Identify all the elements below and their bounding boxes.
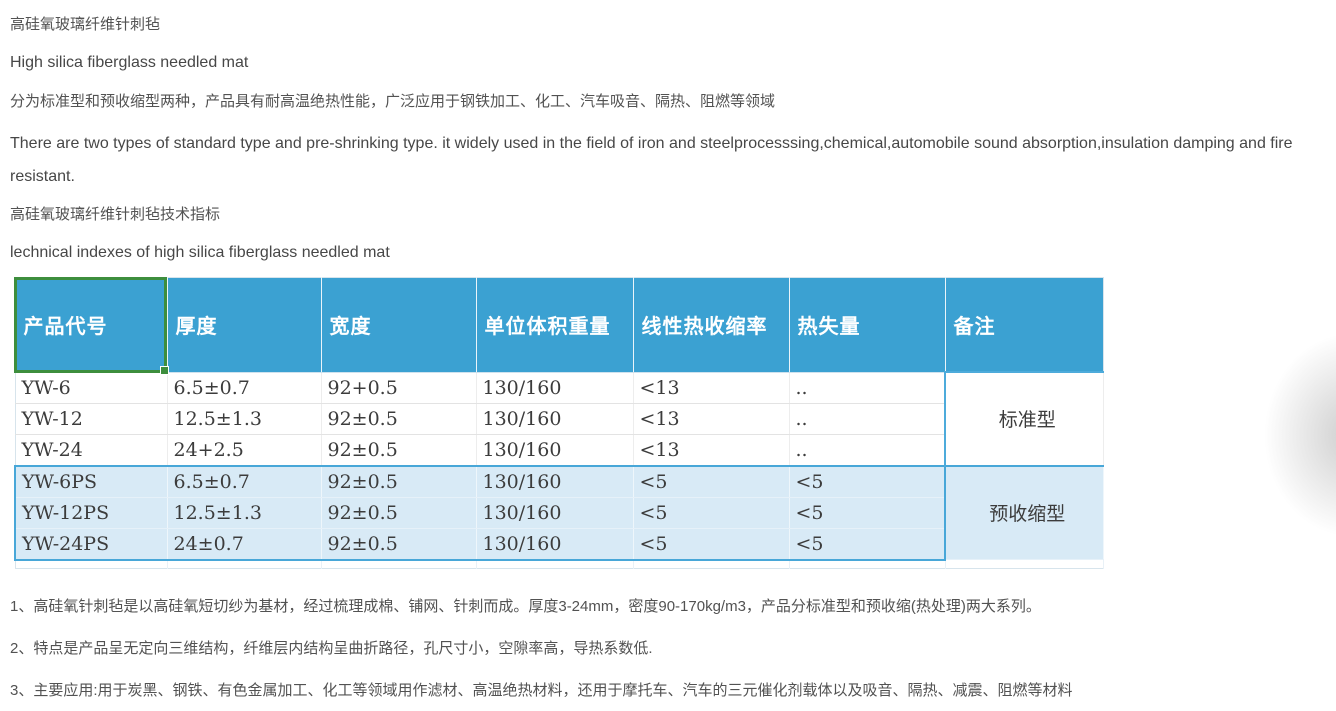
note-2: 2、特点是产品呈无定向三维结构，纤维层内结构呈曲折路径，孔尺寸小，空隙率高，导热… <box>10 639 653 657</box>
intro-en: There are two types of standard type and… <box>10 135 1293 185</box>
cell-unit-volume-weight[interactable]: 130/160 <box>476 403 634 435</box>
header-row: 产品代号 厚度 宽度 单位体积重量 线性热收缩率 热失量 备注 <box>15 277 1103 373</box>
cell-width[interactable]: 92±0.5 <box>321 464 477 498</box>
cell-width[interactable]: 92±0.5 <box>321 528 477 561</box>
product-title-zh: 高硅氧玻璃纤维针刺毡 <box>10 16 161 33</box>
cell-product-code[interactable]: YW-12PS <box>14 497 168 529</box>
cell-product-code[interactable]: YW-6PS <box>14 464 168 498</box>
cell-linear-shrinkage[interactable]: <13 <box>633 434 790 466</box>
cell-thickness[interactable]: 12.5±1.3 <box>167 403 322 435</box>
cell-unit-volume-weight[interactable]: 130/160 <box>476 434 634 466</box>
product-title-en: High silica fiberglass needled mat <box>10 54 249 71</box>
table-row: YW-12 12.5±1.3 92±0.5 130/160 <13 .. <box>15 403 1103 435</box>
cell-linear-shrinkage[interactable]: <13 <box>633 403 790 435</box>
cell-linear-shrinkage[interactable]: <5 <box>633 528 790 561</box>
cell-unit-volume-weight[interactable]: 130/160 <box>476 372 634 404</box>
cell-width[interactable]: 92±0.5 <box>321 434 477 466</box>
table-row: YW-24PS 24±0.7 92±0.5 130/160 <5 <5 <box>14 528 1103 561</box>
table-row: YW-12PS 12.5±1.3 92±0.5 130/160 <5 <5 <box>14 497 1103 529</box>
table-row: YW-24 24+2.5 92±0.5 130/160 <13 .. <box>15 434 1103 466</box>
cell-heat-loss[interactable]: .. <box>789 403 946 435</box>
cell-product-code[interactable]: YW-12 <box>15 403 168 435</box>
cell-heat-loss[interactable]: .. <box>789 434 946 466</box>
cell-unit-volume-weight[interactable]: 130/160 <box>476 464 634 498</box>
spec-table-container: 产品代号 厚度 宽度 单位体积重量 线性热收缩率 热失量 备注 YW-6 6.5… <box>14 277 1104 569</box>
cell-width[interactable]: 92+0.5 <box>321 372 477 404</box>
cell-product-code[interactable]: YW-24PS <box>14 528 168 561</box>
intro-zh: 分为标准型和预收缩型两种，产品具有耐高温绝热性能，广泛应用于钢铁加工、化工、汽车… <box>10 93 776 110</box>
notes-section: 1、高硅氧针刺毡是以高硅氧短切纱为基材，经过梳理成棉、铺网、针刺而成。厚度3-2… <box>10 596 1326 701</box>
cell-unit-volume-weight[interactable]: 130/160 <box>476 528 634 561</box>
cell-linear-shrinkage[interactable]: <5 <box>633 497 790 529</box>
cell-thickness[interactable]: 6.5±0.7 <box>167 372 322 404</box>
col-header-unit-volume-weight[interactable]: 单位体积重量 <box>476 277 634 373</box>
cell-thickness[interactable]: 6.5±0.7 <box>167 464 322 498</box>
cell-heat-loss[interactable]: <5 <box>789 528 946 561</box>
cell-thickness[interactable]: 12.5±1.3 <box>167 497 322 529</box>
table-row: YW-6 6.5±0.7 92+0.5 130/160 <13 .. 标准型 <box>15 371 1104 466</box>
col-header-remark[interactable]: 备注 <box>945 277 1103 373</box>
cell-heat-loss[interactable]: <5 <box>789 497 946 529</box>
cell-thickness[interactable]: 24+2.5 <box>167 434 322 466</box>
remark-standard-cell[interactable]: 标准型 <box>944 371 1104 466</box>
col-header-thickness[interactable]: 厚度 <box>167 277 322 373</box>
cell-heat-loss[interactable]: .. <box>789 372 946 404</box>
cell-thickness[interactable]: 24±0.7 <box>167 528 322 561</box>
note-1: 1、高硅氧针刺毡是以高硅氧短切纱为基材，经过梳理成棉、铺网、针刺而成。厚度3-2… <box>10 597 1041 615</box>
cell-linear-shrinkage[interactable]: <5 <box>633 464 790 498</box>
table-title-zh: 高硅氧玻璃纤维针刺毡技术指标 <box>10 206 221 223</box>
cell-width[interactable]: 92±0.5 <box>321 403 477 435</box>
table-row: YW-6PS 6.5±0.7 92±0.5 130/160 <5 <5 预收缩型 <box>14 464 1104 560</box>
note-3: 3、主要应用:用于炭黑、钢铁、有色金属加工、化工等领域用作滤材、高温绝热材料，还… <box>10 681 1073 699</box>
remark-preshrunk-cell[interactable]: 预收缩型 <box>944 464 1104 560</box>
cell-width[interactable]: 92±0.5 <box>321 497 477 529</box>
spec-table: 产品代号 厚度 宽度 单位体积重量 线性热收缩率 热失量 备注 YW-6 6.5… <box>14 277 1104 569</box>
cell-linear-shrinkage[interactable]: <13 <box>633 372 790 404</box>
col-header-width[interactable]: 宽度 <box>321 277 477 373</box>
cell-product-code[interactable]: YW-6 <box>15 372 168 404</box>
col-header-heat-loss[interactable]: 热失量 <box>789 277 946 373</box>
col-header-linear-shrinkage[interactable]: 线性热收缩率 <box>633 277 790 373</box>
cell-unit-volume-weight[interactable]: 130/160 <box>476 497 634 529</box>
cell-heat-loss[interactable]: <5 <box>789 464 946 498</box>
cell-product-code[interactable]: YW-24 <box>15 434 168 466</box>
table-title-en: lechnical indexes of high silica fibergl… <box>10 244 390 261</box>
partial-row <box>15 559 1104 568</box>
col-header-product-code[interactable]: 产品代号 <box>15 277 168 373</box>
